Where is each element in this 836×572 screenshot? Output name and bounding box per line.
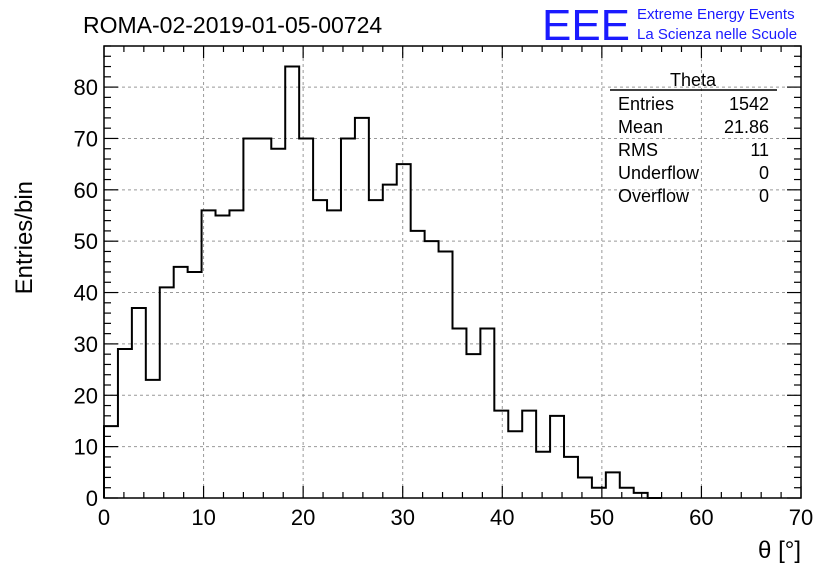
chart-title: ROMA-02-2019-01-05-00724 (83, 12, 382, 38)
histogram-bin (480, 329, 494, 499)
histogram-bin (466, 354, 480, 498)
histogram-bin (355, 118, 369, 498)
histogram-bin (439, 251, 453, 498)
x-tick-label: 70 (789, 505, 813, 530)
logo-line2: La Scienza nelle Scuole (637, 26, 797, 43)
histogram-bin (271, 149, 285, 498)
y-tick-label: 70 (74, 126, 98, 151)
histogram-bin (299, 138, 313, 498)
x-tick-label: 60 (689, 505, 713, 530)
y-tick-label: 60 (74, 178, 98, 203)
y-tick-label: 30 (74, 332, 98, 357)
y-tick-label: 20 (74, 383, 98, 408)
histogram-bin (118, 349, 132, 498)
axis-ticks (103, 45, 802, 499)
histogram-bin (285, 67, 299, 498)
y-tick-label: 40 (74, 281, 98, 306)
x-tick-label: 20 (291, 505, 315, 530)
histogram-bin (327, 210, 341, 498)
tick-labels: 0 10 20 30 40 50 60 70 0 10 20 30 40 50 60 70 80 (74, 75, 814, 530)
histogram-bin (550, 416, 564, 498)
stats-value-rms: 11 (750, 140, 769, 160)
histogram-bin (369, 200, 383, 498)
y-tick-label: 0 (86, 486, 98, 511)
histogram-bin (257, 138, 271, 498)
histogram-bin (536, 452, 550, 498)
logo-mark: EEE (542, 1, 630, 50)
y-tick-label: 50 (74, 229, 98, 254)
y-tick-label: 10 (74, 435, 98, 460)
histogram-bin (606, 472, 620, 498)
x-axis-label: θ [°] (758, 537, 801, 564)
x-tick-label: 0 (98, 505, 110, 530)
histogram-outline (103, 65, 662, 499)
histogram-bin (160, 287, 174, 498)
histogram-bin (508, 431, 522, 498)
stats-value-underflow: 0 (759, 163, 769, 183)
stats-label-overflow: Overflow (618, 186, 690, 206)
stats-label-underflow: Underflow (618, 163, 700, 183)
histogram-bin (578, 477, 592, 498)
histogram-bin (411, 231, 425, 498)
histogram-bin (397, 164, 411, 498)
histogram-bars (103, 65, 662, 499)
histogram-bin (564, 457, 578, 498)
histogram-bin (202, 210, 216, 498)
logo-line1: Extreme Energy Events (637, 6, 795, 23)
x-tick-label: 40 (490, 505, 514, 530)
stats-value-entries: 1542 (729, 94, 769, 114)
stats-label-mean: Mean (618, 117, 663, 137)
histogram-bin (453, 329, 467, 499)
histogram-bin (313, 200, 327, 498)
histogram-bin (522, 411, 536, 498)
histogram-bin (188, 272, 202, 498)
x-tick-label: 10 (191, 505, 215, 530)
histogram-bin (634, 493, 648, 498)
histogram-bin (146, 380, 160, 498)
histogram-bin (383, 185, 397, 498)
stats-label-rms: RMS (618, 140, 658, 160)
stats-box: Theta Entries 1542 Mean 21.86 RMS 11 Und… (610, 70, 777, 206)
histogram-bin (425, 241, 439, 498)
x-tick-label: 30 (390, 505, 414, 530)
histogram-bin (216, 216, 230, 499)
histogram-bin (132, 308, 146, 498)
y-tick-label: 80 (74, 75, 98, 100)
histogram-bin (341, 138, 355, 498)
x-tick-label: 50 (590, 505, 614, 530)
histogram-bin (494, 411, 508, 498)
histogram-bin (174, 267, 188, 498)
y-axis-label: Entries/bin (11, 181, 38, 294)
stats-value-mean: 21.86 (724, 117, 769, 137)
histogram-bin (243, 138, 257, 498)
stats-label-entries: Entries (618, 94, 674, 114)
stats-title: Theta (670, 70, 717, 90)
stats-value-overflow: 0 (759, 186, 769, 206)
histogram-bin (229, 210, 243, 498)
histogram-bin (592, 488, 606, 498)
eee-logo: EEE Extreme Energy Events La Scienza nel… (542, 1, 797, 50)
